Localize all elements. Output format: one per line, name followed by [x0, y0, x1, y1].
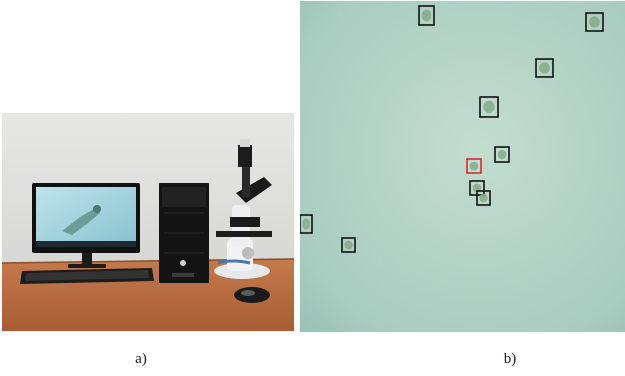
- specimen-blob: [589, 16, 600, 28]
- microscope-field: [300, 1, 625, 332]
- detections-layer: [300, 5, 604, 253]
- field-background: [300, 1, 625, 332]
- detection-box: [476, 190, 491, 206]
- detection-box: [300, 214, 313, 234]
- specimen-blob: [302, 218, 310, 230]
- workstation-illustration: [2, 113, 294, 331]
- monitor: [32, 183, 140, 268]
- detection-box: [466, 158, 482, 174]
- caption-panel-b: b): [503, 351, 517, 367]
- specimen-blob: [344, 240, 353, 250]
- specimen-blob: [497, 149, 507, 160]
- specimen-blob: [483, 100, 495, 114]
- keyboard: [20, 268, 154, 284]
- caption-panel-a: a): [135, 351, 147, 367]
- photo-workstation: [2, 113, 294, 331]
- detection-box: [494, 146, 510, 163]
- photo-microscope-view: [300, 1, 625, 332]
- detection-box: [418, 5, 435, 26]
- specimen-blob: [421, 9, 432, 22]
- pc-tower: [159, 183, 209, 283]
- microscope: [214, 139, 272, 279]
- mouse: [234, 287, 270, 303]
- detection-box: [585, 12, 604, 32]
- specimen-blob: [472, 183, 482, 193]
- detection-box: [479, 96, 499, 118]
- specimen-blob: [539, 62, 550, 74]
- detection-box: [535, 58, 554, 78]
- detection-box: [341, 237, 356, 253]
- specimen-blob: [469, 161, 479, 171]
- specimen-blob: [479, 193, 488, 203]
